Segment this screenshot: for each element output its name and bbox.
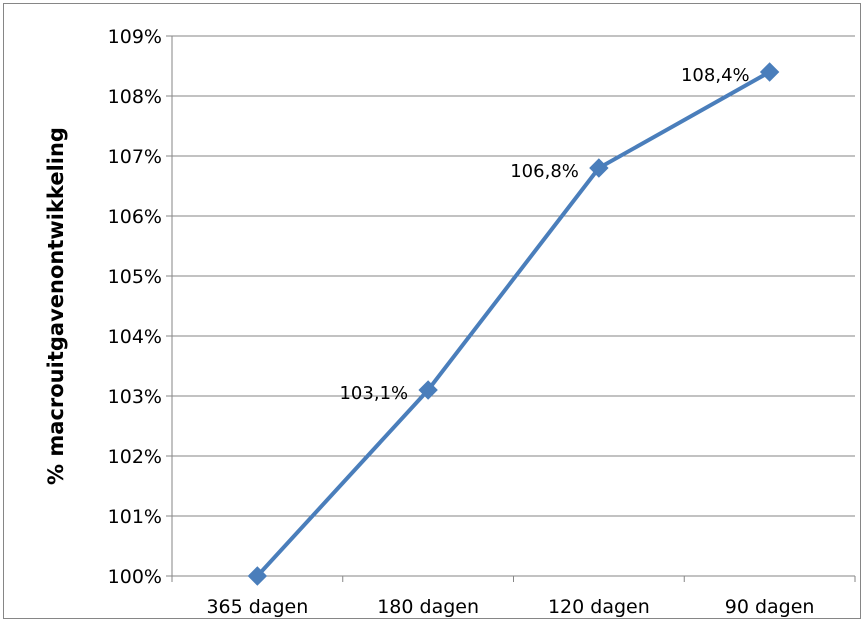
data-label: 103,1%: [339, 383, 408, 404]
x-tick-label: 180 dagen: [377, 596, 479, 618]
data-labels: 103,1% 106,8% 108,4%: [339, 65, 749, 404]
x-tick-label: 90 dagen: [725, 596, 815, 618]
y-tick-label: 107%: [108, 146, 162, 168]
y-tick-label: 108%: [108, 86, 162, 108]
data-label: 108,4%: [681, 65, 750, 86]
data-point-marker: [418, 380, 438, 400]
y-tick-label: 102%: [108, 446, 162, 468]
data-point-marker: [759, 62, 780, 82]
y-tick-label: 101%: [108, 506, 162, 528]
y-axis-title: % macrouitgavenontwikkeling: [44, 127, 68, 485]
series-group: [247, 62, 780, 586]
series-line: [255, 70, 772, 578]
x-tick-label: 120 dagen: [548, 596, 650, 618]
data-point-marker: [589, 158, 609, 178]
data-point-marker: [247, 566, 268, 586]
y-tick-label: 104%: [108, 326, 162, 348]
gridlines: [172, 35, 855, 517]
axes: [166, 35, 856, 582]
y-tick-labels: 100% 101% 102% 103% 104% 105% 106% 107% 108% 109%: [108, 26, 162, 588]
y-tick-label: 103%: [108, 386, 162, 408]
x-tick-labels: 365 dagen 180 dagen 120 dagen 90 dagen: [206, 596, 814, 618]
y-tick-label: 109%: [108, 26, 162, 48]
y-tick-label: 105%: [108, 266, 162, 288]
x-tick-label: 365 dagen: [206, 596, 308, 618]
y-tick-label: 100%: [108, 566, 162, 588]
y-tick-label: 106%: [108, 206, 162, 228]
data-label: 106,8%: [510, 161, 579, 182]
